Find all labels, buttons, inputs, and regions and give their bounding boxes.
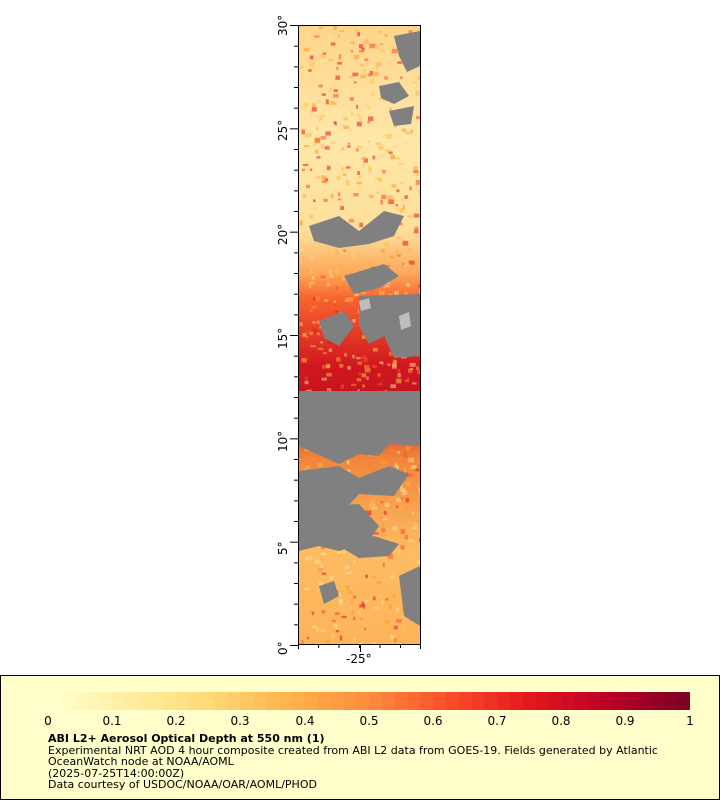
colorbar [48,692,690,710]
colorbar-swatch [343,692,357,710]
legend-line-1: Experimental NRT AOD 4 hour composite cr… [48,744,658,757]
colorbar-tick: 0.4 [295,714,315,728]
colorbar-swatch [394,692,409,710]
colorbar-swatch [497,692,511,710]
colorbar-swatch [304,692,319,710]
aod-map [298,25,421,645]
lat-label-5: 5° [276,541,290,555]
lat-label-10: 10° [276,430,290,452]
legend-panel: 0 0.1 0.2 0.3 0.4 0.5 0.6 0.7 0.8 0.9 1 … [0,675,720,800]
colorbar-swatch [587,692,601,710]
colorbar-tick: 1 [686,714,694,728]
colorbar-swatch [112,692,126,710]
colorbar-swatch [266,692,280,710]
aod-field [299,26,420,644]
colorbar-swatch [600,692,614,710]
colorbar-swatch [420,692,434,710]
legend-title: ABI L2+ Aerosol Optical Depth at 550 nm … [48,732,325,745]
colorbar-tick: 0.5 [359,714,379,728]
colorbar-tick: 0.6 [423,714,443,728]
colorbar-swatch [176,692,190,710]
colorbar-swatch [651,692,665,710]
lat-label-30: 30° [276,14,290,36]
colorbar-swatch [433,692,447,710]
colorbar-swatch [189,692,203,710]
colorbar-swatch [407,692,421,710]
colorbar-swatch [612,692,627,710]
legend-credit: Data courtesy of USDOC/NOAA/OAR/AOML/PHO… [48,778,317,791]
colorbar-tick: 0.7 [487,714,507,728]
no-data-patches [299,31,420,626]
colorbar-swatch [523,692,537,710]
lat-label-15: 15° [276,327,290,349]
colorbar-swatch [125,692,139,710]
colorbar-swatch [253,692,267,710]
colorbar-swatch [356,692,370,710]
colorbar-swatch [471,692,486,710]
legend-line-2: OceanWatch node at NOAA/AOML [48,755,234,768]
colorbar-swatch [227,692,242,710]
colorbar-swatch [150,692,165,710]
colorbar-swatch [73,692,88,710]
lon-ticks [298,645,421,652]
lat-ticks [290,25,298,646]
colorbar-tick: 0.9 [615,714,635,728]
colorbar-swatch [279,692,293,710]
colorbar-swatch [446,692,460,710]
colorbar-swatch [458,692,473,710]
legend-date: (2025-07-25T14:00:00Z) [48,767,185,780]
colorbar-swatch [484,692,498,710]
colorbar-swatch [99,692,113,710]
colorbar-swatch [677,692,690,710]
lat-label-0: 0° [276,641,290,655]
colorbar-tick: 0.8 [551,714,571,728]
colorbar-swatch [510,692,524,710]
colorbar-swatch [60,692,75,710]
colorbar-swatch [214,692,229,710]
lat-label-20: 20° [276,223,290,245]
colorbar-tick: 0.3 [230,714,250,728]
colorbar-swatch [240,692,254,710]
colorbar-swatch [561,692,575,710]
lon-label: -25° [346,652,372,666]
colorbar-swatch [664,692,678,710]
colorbar-swatch [137,692,152,710]
colorbar-swatch [202,692,216,710]
lat-label-25: 25° [276,119,290,141]
colorbar-swatch [574,692,588,710]
colorbar-swatch [163,692,177,710]
colorbar-swatch [369,692,383,710]
colorbar-swatch [48,692,62,710]
colorbar-swatch [86,692,100,710]
colorbar-swatch [317,692,331,710]
colorbar-swatch [548,692,563,710]
colorbar-tick: 0.2 [166,714,186,728]
colorbar-swatch [291,692,306,710]
colorbar-tick: 0.1 [102,714,122,728]
colorbar-swatch [381,692,396,710]
colorbar-swatch [638,692,652,710]
colorbar-swatch [330,692,344,710]
colorbar-swatch [535,692,550,710]
colorbar-tick: 0 [44,714,52,728]
colorbar-swatch [625,692,640,710]
